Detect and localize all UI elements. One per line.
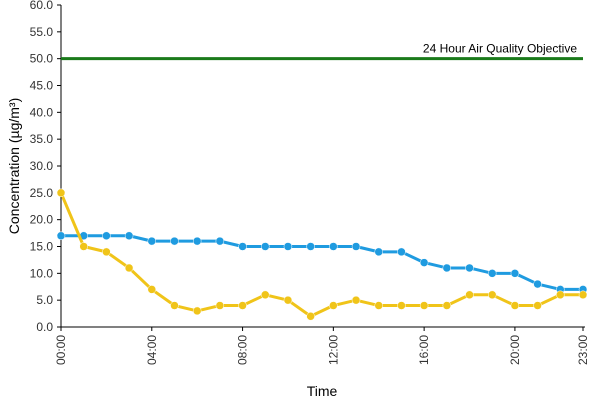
- data-point: [329, 242, 338, 251]
- data-point: [419, 258, 429, 267]
- data-point: [56, 188, 66, 198]
- data-point: [147, 236, 157, 246]
- y-tick-label: 30.0: [30, 159, 54, 173]
- y-tick-label: 35.0: [30, 132, 54, 146]
- data-point: [533, 279, 542, 289]
- data-point: [79, 242, 88, 251]
- data-point: [578, 290, 588, 300]
- data-point: [351, 295, 361, 305]
- data-point: [170, 301, 179, 310]
- data-point: [487, 269, 497, 278]
- data-point: [510, 301, 520, 310]
- data-point: [397, 247, 406, 257]
- data-point: [124, 263, 134, 273]
- data-point: [397, 301, 406, 310]
- data-point: [487, 290, 497, 300]
- data-point: [374, 247, 383, 257]
- data-point: [102, 247, 111, 257]
- y-tick-label: 60.0: [30, 0, 54, 12]
- series-2: [56, 188, 588, 321]
- y-tick-label: 25.0: [30, 186, 54, 200]
- x-axis-title: Time: [307, 383, 338, 399]
- data-point: [215, 301, 225, 310]
- y-tick-label: 15.0: [30, 240, 54, 254]
- data-point: [419, 301, 429, 310]
- data-point: [147, 285, 157, 294]
- y-ticks: 0.0 5.0 10.0 15.0 20.0 25.0 30.0 35.0 40.0 45.0 50…: [30, 0, 61, 334]
- reference-line-label: 24 Hour Air Quality Objective: [423, 42, 577, 56]
- reference-line-group: 24 Hour Air Quality Objective: [61, 42, 583, 61]
- x-tick-label: 04:00: [145, 335, 159, 365]
- data-point: [261, 290, 270, 300]
- x-tick-label: 23:00: [576, 335, 590, 365]
- x-tick-label: 08:00: [236, 335, 250, 365]
- data-point: [533, 301, 542, 310]
- data-point: [238, 242, 247, 251]
- y-tick-label: 40.0: [30, 105, 54, 119]
- data-point: [442, 263, 452, 273]
- data-point: [374, 301, 383, 310]
- data-point: [170, 236, 179, 246]
- x-tick-label: 16:00: [417, 335, 431, 365]
- y-tick-label: 50.0: [30, 52, 54, 66]
- data-point: [329, 301, 338, 310]
- y-tick-label: 55.0: [30, 25, 54, 39]
- series-line: [61, 234, 583, 291]
- x-tick-label: 00:00: [54, 335, 68, 365]
- data-point: [192, 236, 202, 246]
- series-1: [56, 231, 588, 294]
- data-point: [465, 263, 474, 273]
- series-group: [56, 188, 588, 321]
- y-tick-label: 0.0: [36, 320, 53, 334]
- data-point: [351, 242, 361, 251]
- data-point: [283, 242, 293, 251]
- x-ticks: 00:00 04:00 08:00 12:00 16:00 20:00 23:00: [54, 327, 590, 365]
- data-point: [215, 236, 225, 246]
- y-tick-label: 20.0: [30, 213, 54, 227]
- y-tick-label: 45.0: [30, 79, 54, 93]
- data-point: [102, 231, 111, 241]
- data-point: [442, 301, 452, 310]
- y-tick-label: 10.0: [30, 266, 54, 280]
- x-tick-label: 12:00: [326, 335, 340, 365]
- data-point: [306, 312, 315, 321]
- data-point: [56, 231, 66, 241]
- data-point: [306, 242, 315, 251]
- data-point: [124, 231, 134, 241]
- data-point: [465, 290, 474, 300]
- x-tick-label: 20:00: [508, 335, 522, 365]
- data-point: [556, 290, 565, 300]
- data-point: [238, 301, 247, 310]
- data-point: [261, 242, 270, 251]
- series-line: [59, 192, 583, 318]
- y-tick-label: 5.0: [36, 293, 53, 307]
- y-axis-title: Concentration (µg/m³): [6, 98, 22, 234]
- data-point: [283, 295, 293, 305]
- data-point: [192, 306, 202, 316]
- data-point: [510, 269, 520, 278]
